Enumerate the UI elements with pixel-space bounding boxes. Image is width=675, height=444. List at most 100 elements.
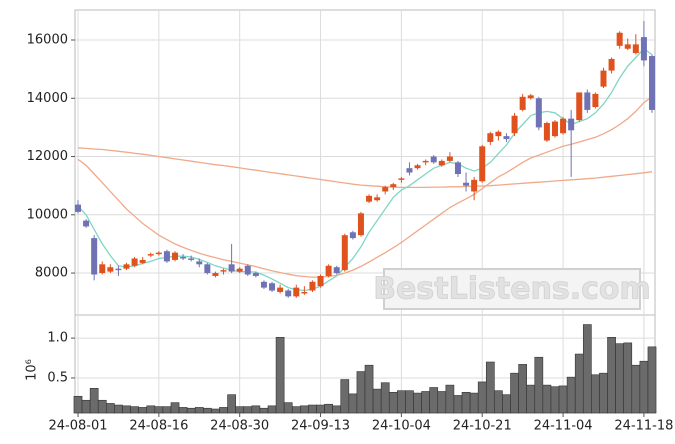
candle-body xyxy=(374,197,381,201)
volume-bar xyxy=(485,361,495,414)
candle-body xyxy=(584,92,591,110)
candle-body xyxy=(551,121,558,137)
plot-frame xyxy=(74,9,656,414)
x-tick-label: 24-11-04 xyxy=(534,419,593,434)
candle-body xyxy=(75,204,81,212)
volume-bar xyxy=(332,405,342,414)
candle-body xyxy=(349,232,356,239)
moving-average-line xyxy=(77,96,653,278)
volume-bar xyxy=(178,407,188,414)
candle-body xyxy=(309,281,316,291)
volume-bar xyxy=(308,404,317,414)
volume-bar xyxy=(170,402,180,414)
moving-average-line xyxy=(77,147,653,189)
volume-bar xyxy=(518,364,527,414)
candle-body xyxy=(422,160,429,163)
candle-body xyxy=(155,252,162,255)
volume-bar xyxy=(388,391,398,414)
volume-bar xyxy=(542,384,552,414)
x-tick-label: 24-08-01 xyxy=(48,419,107,434)
candle-body xyxy=(366,195,373,202)
candle-body xyxy=(131,258,138,266)
y-tick-label: 16000 xyxy=(27,33,68,48)
candle-body xyxy=(196,261,203,265)
x-tick-label: 24-11-18 xyxy=(614,419,673,434)
y-tick-label: 0.5 xyxy=(47,370,68,385)
y-tick-label: 8000 xyxy=(35,266,68,281)
candle-body xyxy=(649,56,655,110)
volume-bar xyxy=(380,382,390,414)
candle-body xyxy=(301,291,308,294)
candle-body xyxy=(244,265,251,275)
candle-body xyxy=(487,133,494,142)
candle-body xyxy=(640,37,647,61)
volume-y-label: 10⁶ xyxy=(25,359,40,381)
x-tick-label: 24-08-16 xyxy=(129,419,188,434)
volume-bar xyxy=(453,395,463,414)
volume-bar xyxy=(372,388,382,414)
volume-bar xyxy=(275,337,285,414)
volume-bar xyxy=(73,395,83,414)
volume-bar xyxy=(534,356,544,414)
volume-bar xyxy=(437,391,447,414)
candle-body xyxy=(277,287,284,292)
volume-bar xyxy=(558,385,568,414)
candle-body xyxy=(382,187,389,192)
volume-bar xyxy=(267,405,277,414)
candle-body xyxy=(341,235,348,271)
candle-body xyxy=(608,58,615,71)
candle-body xyxy=(228,264,235,272)
candle-body xyxy=(568,118,575,131)
candle-body xyxy=(220,270,227,272)
candle-body xyxy=(543,123,550,141)
volume-bar xyxy=(138,407,148,414)
volume-bar xyxy=(122,405,131,414)
candle-body xyxy=(495,131,502,137)
candle-body xyxy=(438,160,445,166)
candle-body xyxy=(123,264,130,269)
candle-body xyxy=(252,273,259,276)
volume-bar xyxy=(316,404,325,414)
x-tick-label: 24-08-30 xyxy=(210,419,269,434)
volume-bar xyxy=(550,386,560,414)
candle-body xyxy=(624,44,631,49)
candle-body xyxy=(398,178,405,180)
volume-bar xyxy=(364,364,374,414)
candle-body xyxy=(406,168,413,173)
candle-body xyxy=(511,115,518,134)
candle-body xyxy=(163,251,170,262)
candle-body xyxy=(236,268,243,272)
volume-bar xyxy=(607,337,616,414)
volume-bar xyxy=(445,384,455,414)
volume-bar xyxy=(235,406,245,414)
candle-body xyxy=(325,265,332,276)
volume-bar xyxy=(356,371,366,414)
volume-bar xyxy=(639,360,649,414)
volume-bar xyxy=(348,393,358,414)
volume-bar xyxy=(591,374,600,414)
candle-body xyxy=(503,136,510,140)
y-tick-label: 12000 xyxy=(27,149,68,164)
volume-bar xyxy=(623,342,633,414)
volume-bar xyxy=(105,403,115,414)
candle-body xyxy=(471,179,478,192)
candle-body xyxy=(600,70,607,87)
volume-bar xyxy=(405,390,414,414)
volume-bar xyxy=(243,406,253,414)
candle-body xyxy=(91,238,98,275)
volume-bar xyxy=(89,388,99,414)
volume-bar xyxy=(154,406,164,414)
volume-bar xyxy=(162,406,172,414)
candle-body xyxy=(269,283,276,291)
volume-bar xyxy=(413,392,422,414)
candle-body xyxy=(592,93,599,108)
watermark-box xyxy=(383,268,641,310)
volume-bar xyxy=(146,405,156,414)
candle-body xyxy=(576,92,583,121)
volume-bar xyxy=(211,408,220,414)
candle-body xyxy=(172,252,179,260)
volume-bar xyxy=(526,384,536,414)
volume-bar xyxy=(203,407,212,414)
candle-body xyxy=(147,254,154,256)
